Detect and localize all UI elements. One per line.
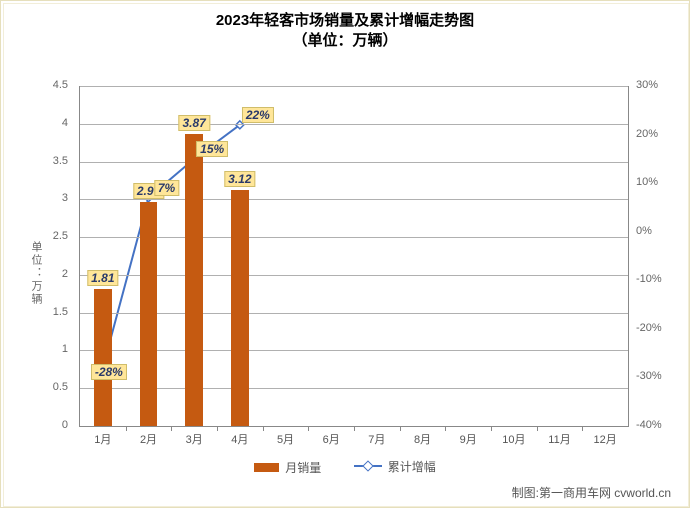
bar-swatch-icon: [254, 463, 279, 472]
grid-line: [80, 86, 628, 87]
bar-label: 1.81: [87, 270, 118, 286]
left-tick: 3.5: [28, 155, 68, 167]
x-tick-mark: [491, 426, 492, 431]
right-tick: -30%: [636, 370, 676, 382]
title-line-1: 2023年轻客市场销量及累计增幅走势图: [1, 11, 689, 31]
x-tick: 12月: [585, 431, 625, 447]
chart-title: 2023年轻客市场销量及累计增幅走势图 （单位：万辆）: [1, 1, 689, 52]
x-tick: 4月: [220, 431, 260, 447]
x-tick-mark: [445, 426, 446, 431]
left-tick: 1: [28, 343, 68, 355]
right-tick: 0%: [636, 225, 676, 237]
x-tick: 5月: [266, 431, 306, 447]
line-swatch-icon: [354, 460, 382, 472]
plot-area: 单位：万辆 00.511.522.533.544.5-40%-30%-20%-1…: [79, 86, 629, 427]
x-tick-mark: [308, 426, 309, 431]
bar: [140, 202, 157, 426]
grid-line: [80, 124, 628, 125]
right-tick: 20%: [636, 128, 676, 140]
right-tick: 30%: [636, 79, 676, 91]
left-tick: 3: [28, 192, 68, 204]
line-layer: [80, 86, 628, 426]
legend: 月销量 累计增幅: [1, 458, 689, 478]
x-tick-mark: [582, 426, 583, 431]
grid-line: [80, 237, 628, 238]
legend-line-label: 累计增幅: [388, 458, 436, 475]
x-tick-mark: [217, 426, 218, 431]
title-line-2: （单位：万辆）: [1, 31, 689, 51]
x-tick: 6月: [311, 431, 351, 447]
x-tick-mark: [400, 426, 401, 431]
left-tick: 4.5: [28, 79, 68, 91]
bar-label: 3.12: [224, 171, 255, 187]
x-tick-mark: [263, 426, 264, 431]
x-tick: 1月: [83, 431, 123, 447]
chart-container: 2023年轻客市场销量及累计增幅走势图 （单位：万辆） 单位：万辆 00.511…: [0, 0, 690, 508]
grid-line: [80, 388, 628, 389]
grid-line: [80, 162, 628, 163]
line-label: 7%: [154, 180, 179, 196]
left-tick: 2: [28, 268, 68, 280]
x-tick-mark: [537, 426, 538, 431]
left-tick: 1.5: [28, 306, 68, 318]
line-label: 15%: [196, 141, 228, 157]
x-tick: 10月: [494, 431, 534, 447]
right-tick: -20%: [636, 322, 676, 334]
line-label: 22%: [242, 107, 274, 123]
grid-line: [80, 199, 628, 200]
x-tick: 3月: [174, 431, 214, 447]
line-label: -28%: [91, 364, 127, 380]
legend-bar: 月销量: [254, 459, 321, 476]
grid-line: [80, 313, 628, 314]
x-tick: 11月: [540, 431, 580, 447]
x-tick-mark: [126, 426, 127, 431]
legend-line: 累计增幅: [354, 458, 436, 475]
x-tick: 8月: [403, 431, 443, 447]
grid-line: [80, 275, 628, 276]
x-tick-mark: [171, 426, 172, 431]
x-tick: 7月: [357, 431, 397, 447]
right-tick: -40%: [636, 419, 676, 431]
bar-label: 3.87: [178, 115, 209, 131]
x-tick-mark: [354, 426, 355, 431]
left-tick: 0.5: [28, 381, 68, 393]
grid-line: [80, 350, 628, 351]
left-tick: 4: [28, 117, 68, 129]
left-tick: 2.5: [28, 230, 68, 242]
x-tick: 2月: [129, 431, 169, 447]
right-tick: 10%: [636, 176, 676, 188]
right-tick: -10%: [636, 273, 676, 285]
left-tick: 0: [28, 419, 68, 431]
bar: [94, 289, 111, 426]
legend-bar-label: 月销量: [285, 459, 321, 476]
x-tick: 9月: [448, 431, 488, 447]
bar: [231, 190, 248, 426]
bar: [185, 134, 202, 426]
credit-text: 制图:第一商用车网 cvworld.cn: [512, 484, 671, 501]
